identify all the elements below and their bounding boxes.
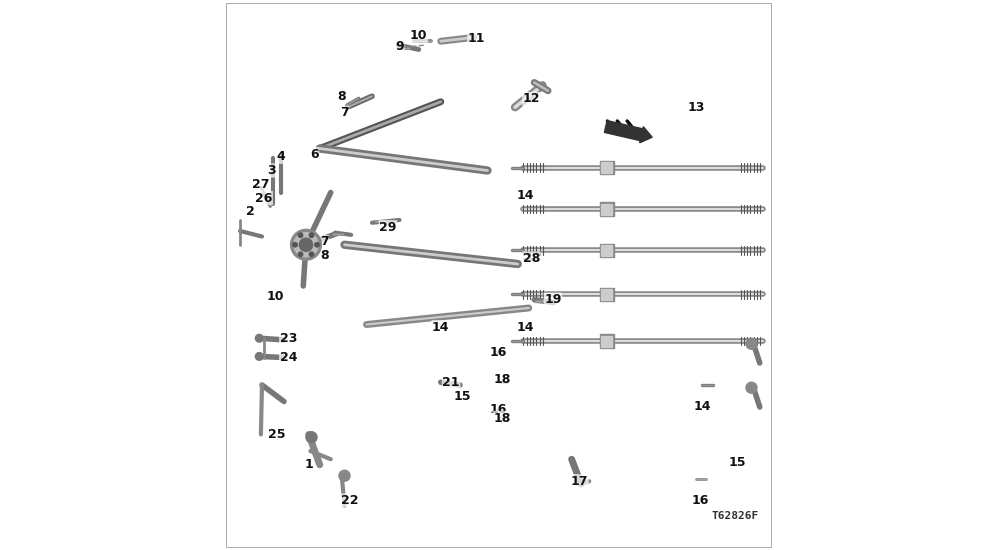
Bar: [601, 245, 612, 256]
Circle shape: [306, 432, 317, 443]
Text: T62826F: T62826F: [712, 511, 759, 521]
Text: 28: 28: [522, 252, 540, 265]
Text: 7: 7: [320, 235, 329, 249]
Circle shape: [299, 238, 313, 251]
Text: 23: 23: [280, 332, 297, 345]
Circle shape: [298, 233, 303, 238]
Text: 16: 16: [490, 403, 507, 416]
Text: 12: 12: [522, 92, 540, 106]
Text: 14: 14: [516, 321, 533, 334]
Text: 16: 16: [692, 494, 709, 507]
Text: 27: 27: [251, 178, 269, 191]
Text: 6: 6: [310, 147, 319, 161]
Text: 14: 14: [516, 189, 533, 202]
Text: 7: 7: [340, 106, 349, 119]
Text: 10: 10: [267, 290, 284, 304]
Text: 14: 14: [432, 321, 450, 334]
Circle shape: [298, 252, 303, 256]
Bar: [601, 204, 612, 214]
Text: 15: 15: [729, 455, 747, 469]
Text: 17: 17: [570, 475, 588, 488]
Text: 9: 9: [395, 40, 404, 53]
Bar: [601, 162, 612, 173]
Text: 14: 14: [693, 400, 711, 414]
Circle shape: [315, 243, 319, 247]
Circle shape: [746, 338, 757, 349]
Text: 19: 19: [544, 293, 561, 306]
Circle shape: [255, 353, 263, 360]
Text: 13: 13: [688, 101, 705, 114]
Circle shape: [255, 334, 263, 342]
Text: 2: 2: [245, 205, 254, 218]
Text: 22: 22: [341, 494, 359, 507]
Text: 18: 18: [494, 411, 510, 425]
Bar: [600, 202, 613, 216]
Bar: [600, 244, 613, 257]
Text: 16: 16: [490, 345, 507, 359]
Text: 11: 11: [468, 32, 486, 45]
Bar: [600, 161, 613, 174]
Text: 8: 8: [320, 249, 328, 262]
Text: 15: 15: [454, 389, 472, 403]
Bar: [600, 288, 613, 301]
FancyArrow shape: [604, 120, 652, 143]
Circle shape: [294, 233, 318, 257]
Text: 21: 21: [443, 376, 460, 389]
Text: 1: 1: [304, 458, 313, 471]
Text: 4: 4: [277, 150, 285, 163]
Circle shape: [290, 229, 321, 260]
Text: 8: 8: [337, 90, 346, 103]
Circle shape: [746, 382, 757, 393]
Circle shape: [293, 243, 297, 247]
Text: 10: 10: [410, 29, 428, 42]
Text: 29: 29: [379, 221, 397, 234]
Text: 24: 24: [279, 351, 297, 364]
Text: 3: 3: [267, 164, 276, 177]
Text: 18: 18: [494, 373, 510, 386]
Circle shape: [339, 470, 350, 481]
Text: 26: 26: [255, 191, 272, 205]
Bar: [600, 334, 613, 348]
Bar: [601, 336, 612, 346]
Text: 25: 25: [268, 428, 285, 441]
Bar: [601, 289, 612, 300]
Circle shape: [309, 233, 314, 238]
Circle shape: [309, 252, 314, 256]
